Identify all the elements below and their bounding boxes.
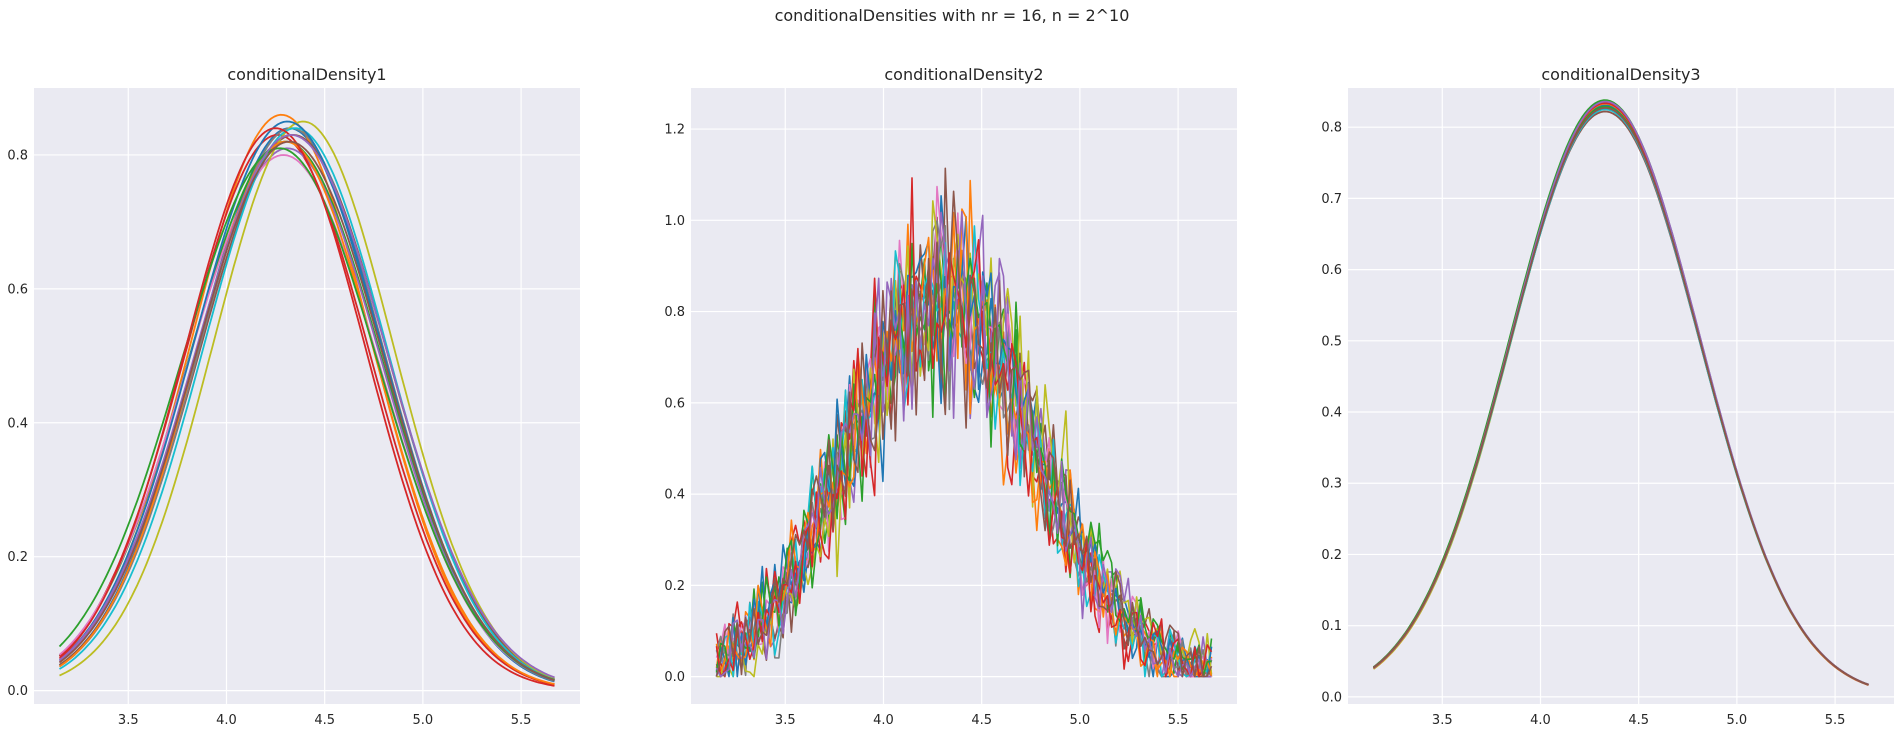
series-line-14 — [58, 127, 555, 687]
subplot-title: conditionalDensity1 — [227, 65, 386, 84]
x-tick-label: 4.5 — [1628, 713, 1649, 728]
series-line-13 — [58, 147, 555, 681]
y-tick-label: 0.5 — [1321, 334, 1342, 349]
y-tick-label: 0.4 — [1321, 406, 1342, 421]
x-tick-label: 5.5 — [1825, 713, 1846, 728]
y-tick-label: 0.8 — [664, 305, 685, 320]
y-tick-label: 0.0 — [1321, 690, 1342, 705]
y-tick-label: 0.6 — [1321, 263, 1342, 278]
x-tick-label: 3.5 — [118, 713, 139, 728]
y-tick-label: 0.2 — [1321, 548, 1342, 563]
y-tick-label: 1.0 — [664, 214, 685, 229]
series-group — [58, 113, 555, 687]
x-tick-label: 4.0 — [873, 713, 894, 728]
x-tick-label: 4.5 — [971, 713, 992, 728]
y-tick-label: 0.8 — [7, 148, 28, 163]
subplot-2: 3.5 4.0 4.5 5.0 5.5 0.0 0.2 0.4 0.6 0.8 1.0 1.2 cond… — [664, 65, 1237, 728]
x-tick-label: 5.0 — [1070, 713, 1091, 728]
series-line-9 — [59, 120, 555, 680]
series-line-16 — [58, 140, 555, 681]
y-tick-label: 0.0 — [664, 670, 685, 685]
y-tick-label: 0.0 — [7, 684, 28, 699]
figure-suptitle: conditionalDensities with nr = 16, n = 2… — [774, 6, 1130, 25]
plot-area — [34, 88, 580, 704]
x-tick-label: 5.0 — [413, 713, 434, 728]
series-line-15 — [58, 133, 555, 679]
y-tick-label: 0.4 — [7, 416, 28, 431]
y-tick-label: 0.4 — [664, 488, 685, 503]
y-tick-label: 0.6 — [664, 396, 685, 411]
x-tick-label: 4.5 — [314, 713, 335, 728]
y-tick-label: 0.2 — [664, 579, 685, 594]
x-tick-label: 4.0 — [216, 713, 237, 728]
y-tick-label: 0.3 — [1321, 477, 1342, 492]
series-line-12 — [58, 140, 555, 685]
y-tick-label: 0.8 — [1321, 121, 1342, 136]
y-tick-label: 0.2 — [7, 550, 28, 565]
series-line-16 — [1372, 107, 1869, 686]
series-group — [715, 167, 1213, 678]
y-tick-label: 0.7 — [1321, 192, 1342, 207]
subplot-3: 3.5 4.0 4.5 5.0 5.5 0.0 0.1 0.2 0.3 0.4 0.5 0.6 0.7 0… — [1321, 65, 1894, 728]
subplot-1: 3.5 4.0 4.5 5.0 5.5 0.0 0.2 0.4 0.6 0.8 conditiona… — [7, 65, 580, 728]
y-tick-label: 0.1 — [1321, 619, 1342, 634]
series-line-15 — [715, 210, 1212, 678]
x-tick-label: 3.5 — [1432, 713, 1453, 728]
plot-area — [1348, 88, 1894, 704]
series-group — [1372, 99, 1869, 686]
x-tick-label: 5.0 — [1727, 713, 1748, 728]
x-tick-label: 4.0 — [1530, 713, 1551, 728]
y-tick-label: 1.2 — [664, 123, 685, 138]
subplot-title: conditionalDensity2 — [884, 65, 1043, 84]
series-line-13 — [715, 242, 1212, 677]
series-line-16 — [715, 190, 1213, 678]
y-tick-label: 0.6 — [7, 282, 28, 297]
x-tick-label: 3.5 — [775, 713, 796, 728]
x-tick-label: 5.5 — [1168, 713, 1189, 728]
subplot-title: conditionalDensity3 — [1541, 65, 1700, 84]
x-tick-label: 5.5 — [511, 713, 532, 728]
